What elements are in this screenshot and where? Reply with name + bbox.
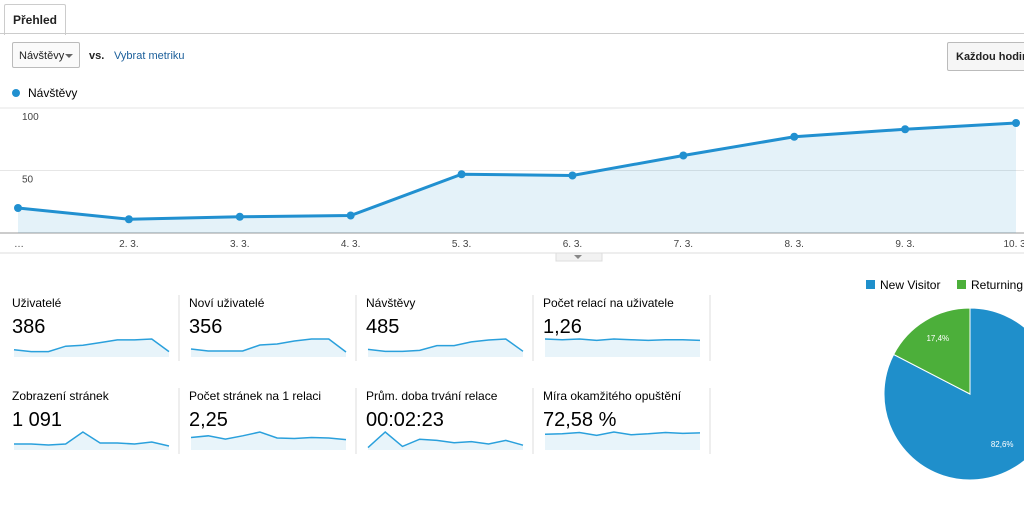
select-metric-link[interactable]: Vybrat metriku (114, 50, 185, 62)
legend-marker (866, 280, 875, 289)
handle-icon (574, 255, 582, 259)
metric-dropdown[interactable]: Návštěvy (12, 42, 80, 68)
pie-slice (883, 307, 1024, 481)
y-tick-label: 100 (22, 112, 39, 123)
x-tick-label: 4. 3. (341, 239, 360, 250)
sparkline (544, 338, 701, 342)
sparkline-area (14, 432, 169, 450)
metric-label: Prům. doba trvání relace (366, 389, 498, 403)
sparkline-area (191, 432, 346, 450)
metric-value: 72,58 % (543, 409, 617, 431)
sparkline-area (14, 339, 169, 357)
pie-slice (892, 307, 971, 395)
x-tick-label: 5. 3. (452, 239, 471, 250)
x-tick-label: 7. 3. (674, 239, 693, 250)
x-tick-label: … (14, 239, 24, 250)
metric-value: 485 (366, 316, 399, 338)
sparkline (190, 431, 347, 441)
sparkline (367, 431, 524, 449)
vs-label: vs. (89, 50, 105, 62)
x-tick-label: 6. 3. (563, 239, 582, 250)
interval-button[interactable]: Každou hodinu (947, 42, 1024, 71)
area (18, 123, 1016, 233)
point (1012, 119, 1020, 127)
sparkline (13, 338, 170, 353)
y-tick-label: 50 (22, 175, 34, 186)
pie-label: 82,6% (991, 440, 1014, 449)
point (457, 170, 466, 179)
sparkline-area (368, 432, 523, 450)
metric-label: Uživatelé (12, 296, 62, 310)
metric-label: Zobrazení stránek (12, 389, 110, 403)
metric-value: 00:02:23 (366, 409, 444, 431)
point (14, 204, 22, 212)
metric-value: 1,26 (543, 316, 582, 338)
metric-value: 356 (189, 316, 222, 338)
legend-label: New Visitor (880, 278, 940, 292)
legend-marker (957, 280, 966, 289)
point (346, 211, 355, 220)
sparkline (14, 431, 170, 447)
x-tick-label: 10. 3. (1003, 239, 1024, 250)
x-tick-label: 9. 3. (895, 239, 914, 250)
metric-value: 1 091 (12, 409, 62, 431)
point (568, 171, 577, 180)
tab[interactable]: Přehled (4, 4, 67, 35)
metric-label: Počet stránek na 1 relaci (189, 389, 321, 403)
legend-label: Návštěvy (28, 86, 77, 100)
metric-value: 2,25 (189, 409, 228, 431)
legend-marker (12, 89, 20, 97)
sparkline-area (545, 339, 700, 357)
sparkline (190, 338, 347, 353)
line (17, 121, 1017, 221)
legend-label: Returning (971, 278, 1023, 292)
point (679, 151, 688, 160)
metric-label: Noví uživatelé (189, 296, 265, 310)
sparkline (367, 338, 524, 353)
metric-label: Počet relací na uživatele (543, 296, 674, 310)
point (901, 125, 910, 134)
divider (0, 33, 1024, 34)
metric-label: Míra okamžitého opuštění (543, 389, 682, 403)
metric-value: 386 (12, 316, 45, 338)
pie-label: 17,4% (926, 334, 949, 343)
sparkline-area (191, 339, 346, 357)
point (790, 132, 799, 141)
sparkline-area (545, 432, 700, 450)
point (124, 215, 133, 224)
sparkline-area (368, 339, 523, 357)
x-tick-label: 2. 3. (119, 239, 138, 250)
x-tick-label: 8. 3. (784, 239, 803, 250)
metric-label: Návštěvy (366, 296, 415, 310)
point (235, 212, 244, 221)
sparkline (544, 431, 701, 437)
x-tick-label: 3. 3. (230, 239, 249, 250)
